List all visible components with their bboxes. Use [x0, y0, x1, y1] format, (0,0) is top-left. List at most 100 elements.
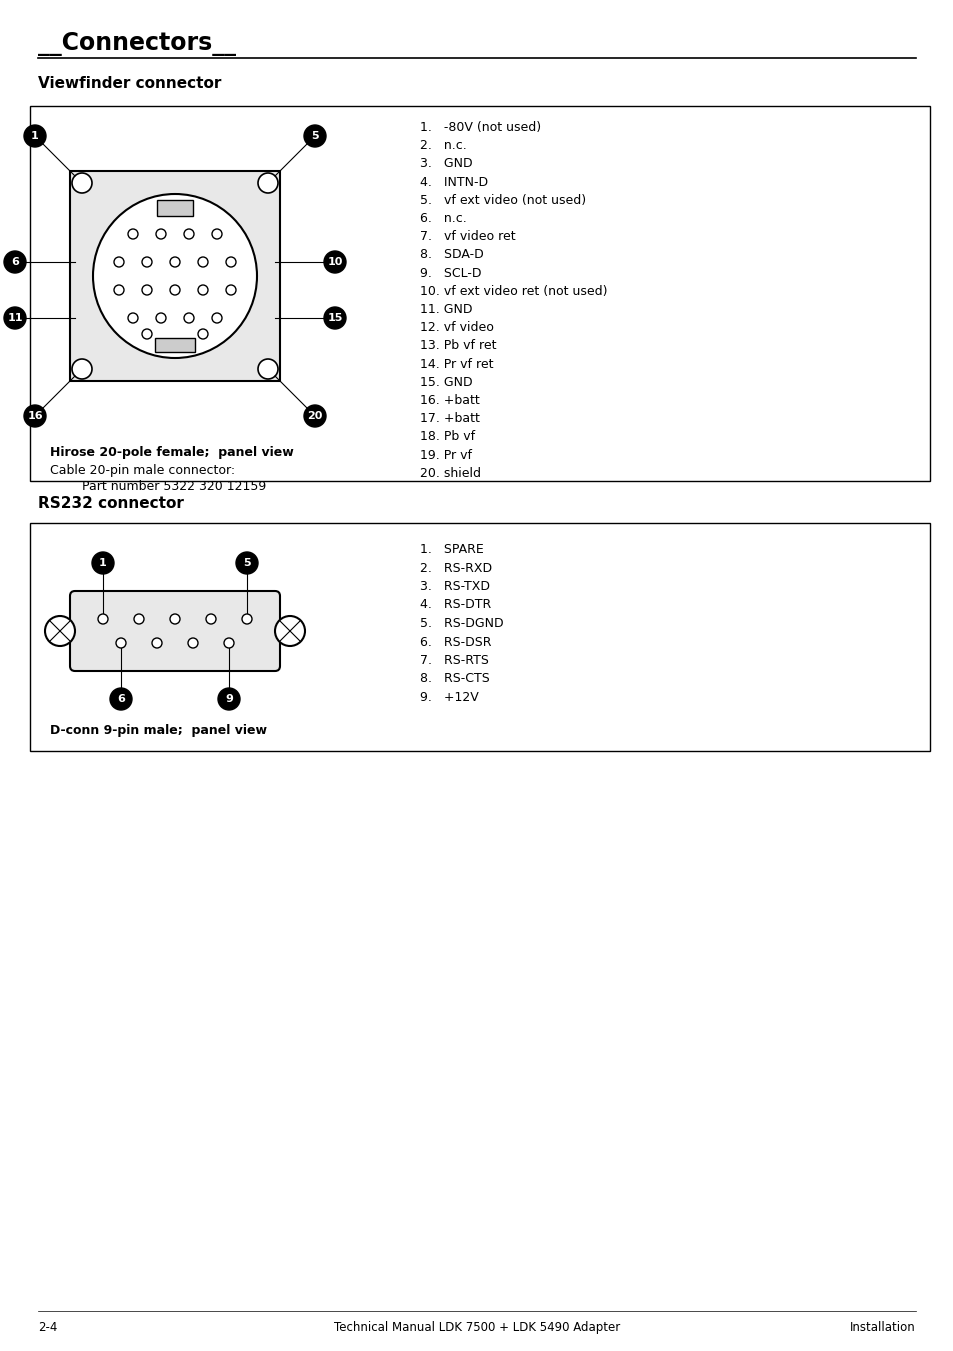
Bar [70, 172, 280, 381]
Text: 7.   vf video ret: 7. vf video ret [419, 230, 515, 243]
Circle shape [45, 616, 75, 646]
Text: Cable 20-pin male connector:: Cable 20-pin male connector: [50, 463, 234, 477]
Text: 4.   INTN-D: 4. INTN-D [419, 176, 488, 189]
Text: 9: 9 [225, 694, 233, 704]
Text: D-conn 9-pin male;  panel view: D-conn 9-pin male; panel view [50, 724, 267, 738]
Text: 10. vf ext video ret (not used): 10. vf ext video ret (not used) [419, 285, 607, 297]
Circle shape [4, 307, 26, 330]
Circle shape [324, 307, 346, 330]
Text: 20: 20 [307, 411, 322, 422]
Circle shape [184, 230, 193, 239]
Circle shape [188, 638, 198, 648]
Text: 20. shield: 20. shield [419, 467, 480, 480]
Text: 1.   SPARE: 1. SPARE [419, 543, 483, 557]
Text: 15. GND: 15. GND [419, 376, 472, 389]
Text: 19. Pr vf: 19. Pr vf [419, 449, 472, 462]
Circle shape [110, 688, 132, 711]
Bar [154, 338, 194, 353]
Circle shape [142, 285, 152, 295]
Text: Viewfinder connector: Viewfinder connector [38, 76, 221, 91]
Text: 18. Pb vf: 18. Pb vf [419, 431, 475, 443]
Circle shape [142, 330, 152, 339]
Text: RS232 connector: RS232 connector [38, 496, 184, 511]
Circle shape [212, 313, 222, 323]
Text: 5.   RS-DGND: 5. RS-DGND [419, 617, 503, 630]
Text: 5.   vf ext video (not used): 5. vf ext video (not used) [419, 193, 585, 207]
Text: 4.   RS-DTR: 4. RS-DTR [419, 598, 491, 612]
Circle shape [170, 285, 180, 295]
FancyBboxPatch shape [30, 105, 929, 481]
Text: 10: 10 [327, 257, 342, 267]
Circle shape [4, 251, 26, 273]
Circle shape [71, 359, 91, 380]
Text: 6: 6 [11, 257, 19, 267]
Text: 1.   -80V (not used): 1. -80V (not used) [419, 122, 540, 134]
Circle shape [206, 613, 215, 624]
Circle shape [274, 616, 305, 646]
Circle shape [226, 257, 235, 267]
Circle shape [224, 638, 233, 648]
Circle shape [113, 257, 124, 267]
Text: 7.   RS-RTS: 7. RS-RTS [419, 654, 488, 667]
Circle shape [257, 173, 277, 193]
Circle shape [218, 688, 240, 711]
Text: 8.   RS-CTS: 8. RS-CTS [419, 673, 489, 685]
Circle shape [113, 285, 124, 295]
Circle shape [235, 553, 257, 574]
Circle shape [304, 405, 326, 427]
Circle shape [152, 638, 162, 648]
Text: 1: 1 [99, 558, 107, 567]
Text: 9.   SCL-D: 9. SCL-D [419, 266, 481, 280]
Circle shape [71, 173, 91, 193]
Circle shape [212, 230, 222, 239]
FancyBboxPatch shape [30, 523, 929, 751]
Text: Hirose 20-pole female;  panel view: Hirose 20-pole female; panel view [50, 446, 294, 459]
Circle shape [257, 359, 277, 380]
Text: 11. GND: 11. GND [419, 303, 472, 316]
FancyBboxPatch shape [70, 590, 280, 671]
Text: 3.   RS-TXD: 3. RS-TXD [419, 580, 490, 593]
Text: 5: 5 [311, 131, 318, 141]
Text: 6.   RS-DSR: 6. RS-DSR [419, 635, 491, 648]
Text: 9.   +12V: 9. +12V [419, 690, 478, 704]
Circle shape [198, 330, 208, 339]
Text: 16: 16 [27, 411, 43, 422]
Text: 12. vf video: 12. vf video [419, 322, 494, 334]
Circle shape [242, 613, 252, 624]
Text: 5: 5 [243, 558, 251, 567]
Text: 17. +batt: 17. +batt [419, 412, 479, 426]
Circle shape [184, 313, 193, 323]
Circle shape [304, 126, 326, 147]
Text: 2.   n.c.: 2. n.c. [419, 139, 466, 153]
Text: 6: 6 [117, 694, 125, 704]
Circle shape [142, 257, 152, 267]
Text: 13. Pb vf ret: 13. Pb vf ret [419, 339, 496, 353]
Text: 15: 15 [327, 313, 342, 323]
Circle shape [170, 257, 180, 267]
Circle shape [324, 251, 346, 273]
Text: 11: 11 [8, 313, 23, 323]
Circle shape [91, 553, 113, 574]
Text: 2.   RS-RXD: 2. RS-RXD [419, 562, 492, 574]
Text: Installation: Installation [849, 1321, 915, 1333]
Circle shape [24, 405, 46, 427]
Text: 1: 1 [31, 131, 39, 141]
Text: Technical Manual LDK 7500 + LDK 5490 Adapter: Technical Manual LDK 7500 + LDK 5490 Ada… [334, 1321, 619, 1333]
Circle shape [156, 313, 166, 323]
Circle shape [116, 638, 126, 648]
Text: 3.   GND: 3. GND [419, 158, 472, 170]
Circle shape [156, 230, 166, 239]
Text: 8.   SDA-D: 8. SDA-D [419, 249, 483, 261]
Circle shape [198, 257, 208, 267]
Circle shape [92, 195, 256, 358]
Text: 6.   n.c.: 6. n.c. [419, 212, 466, 226]
Circle shape [226, 285, 235, 295]
Circle shape [98, 613, 108, 624]
Circle shape [133, 613, 144, 624]
Text: Part number 5322 320 12159: Part number 5322 320 12159 [50, 480, 266, 493]
Text: 2-4: 2-4 [38, 1321, 57, 1333]
Text: 16. +batt: 16. +batt [419, 394, 479, 407]
Bar [157, 200, 193, 216]
Circle shape [128, 230, 138, 239]
Circle shape [24, 126, 46, 147]
